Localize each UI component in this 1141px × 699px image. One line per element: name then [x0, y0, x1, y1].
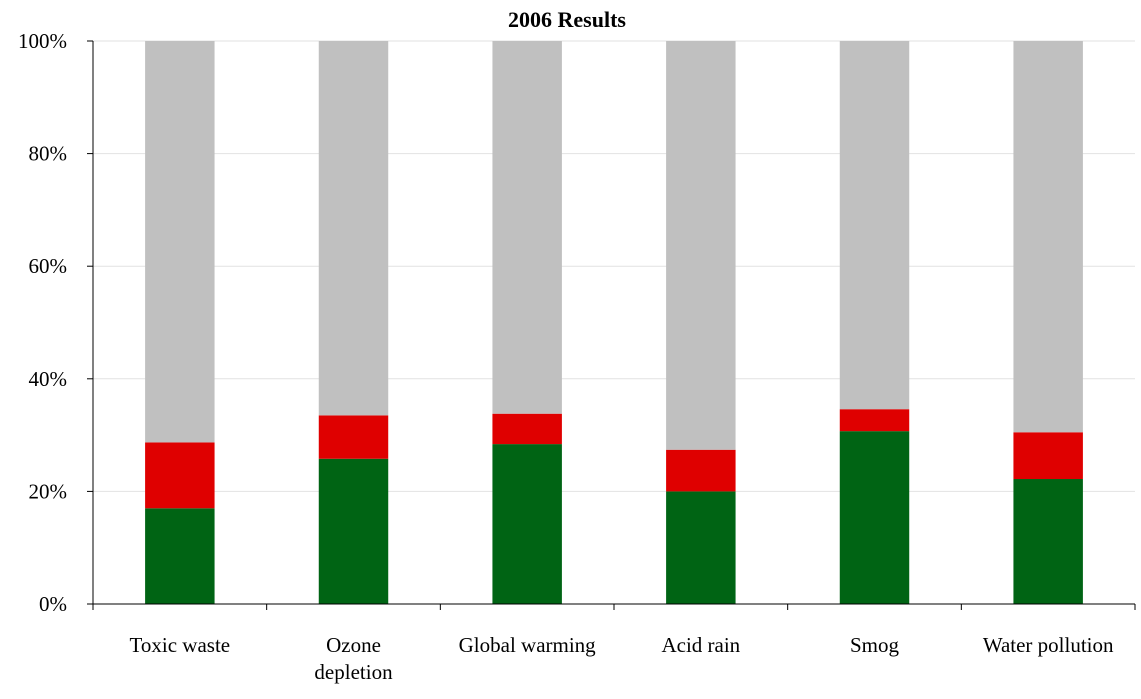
y-tick-label: 0%: [39, 592, 67, 616]
bar-segment: [145, 442, 215, 509]
y-tick-label: 60%: [29, 254, 68, 278]
bar-segment: [145, 41, 215, 443]
bar-segment: [839, 431, 910, 604]
bar-segment: [318, 415, 389, 459]
gridlines: [93, 40, 1135, 492]
x-category-label: Smog: [850, 633, 900, 657]
axes: [87, 40, 1136, 610]
bar-segment: [1013, 41, 1083, 433]
bar-segment: [839, 409, 910, 432]
chart-title: 2006 Results: [508, 7, 626, 32]
bars: [145, 41, 1083, 604]
bar-segment: [666, 41, 736, 450]
x-category-label: Acid rain: [661, 633, 740, 657]
bar-segment: [666, 491, 736, 604]
x-category-label: Global warming: [459, 633, 597, 657]
y-tick-label: 20%: [29, 479, 68, 503]
bar-segment: [492, 41, 562, 414]
bar-segment: [492, 444, 562, 604]
y-tick-label: 100%: [18, 29, 67, 53]
bar-segment: [318, 458, 389, 604]
bar-segment: [1013, 432, 1083, 480]
bar-segment: [492, 413, 562, 445]
y-tick-label: 40%: [29, 367, 68, 391]
bar-segment: [1013, 479, 1083, 604]
bar-segment: [145, 508, 215, 604]
bar-segment: [666, 449, 736, 492]
x-category-label: Water pollution: [983, 633, 1114, 657]
bar-segment: [318, 41, 389, 416]
bar-segment: [839, 41, 910, 410]
x-category-label: Ozone: [326, 633, 381, 657]
y-axis-tick-labels: 0% 20% 40% 60% 80% 100%: [18, 29, 67, 616]
x-category-label: Toxic waste: [130, 633, 231, 657]
y-tick-label: 80%: [29, 142, 68, 166]
x-axis-category-labels: Toxic waste Ozone depletion Global warming A…: [130, 633, 1114, 684]
x-category-label: depletion: [314, 660, 393, 684]
